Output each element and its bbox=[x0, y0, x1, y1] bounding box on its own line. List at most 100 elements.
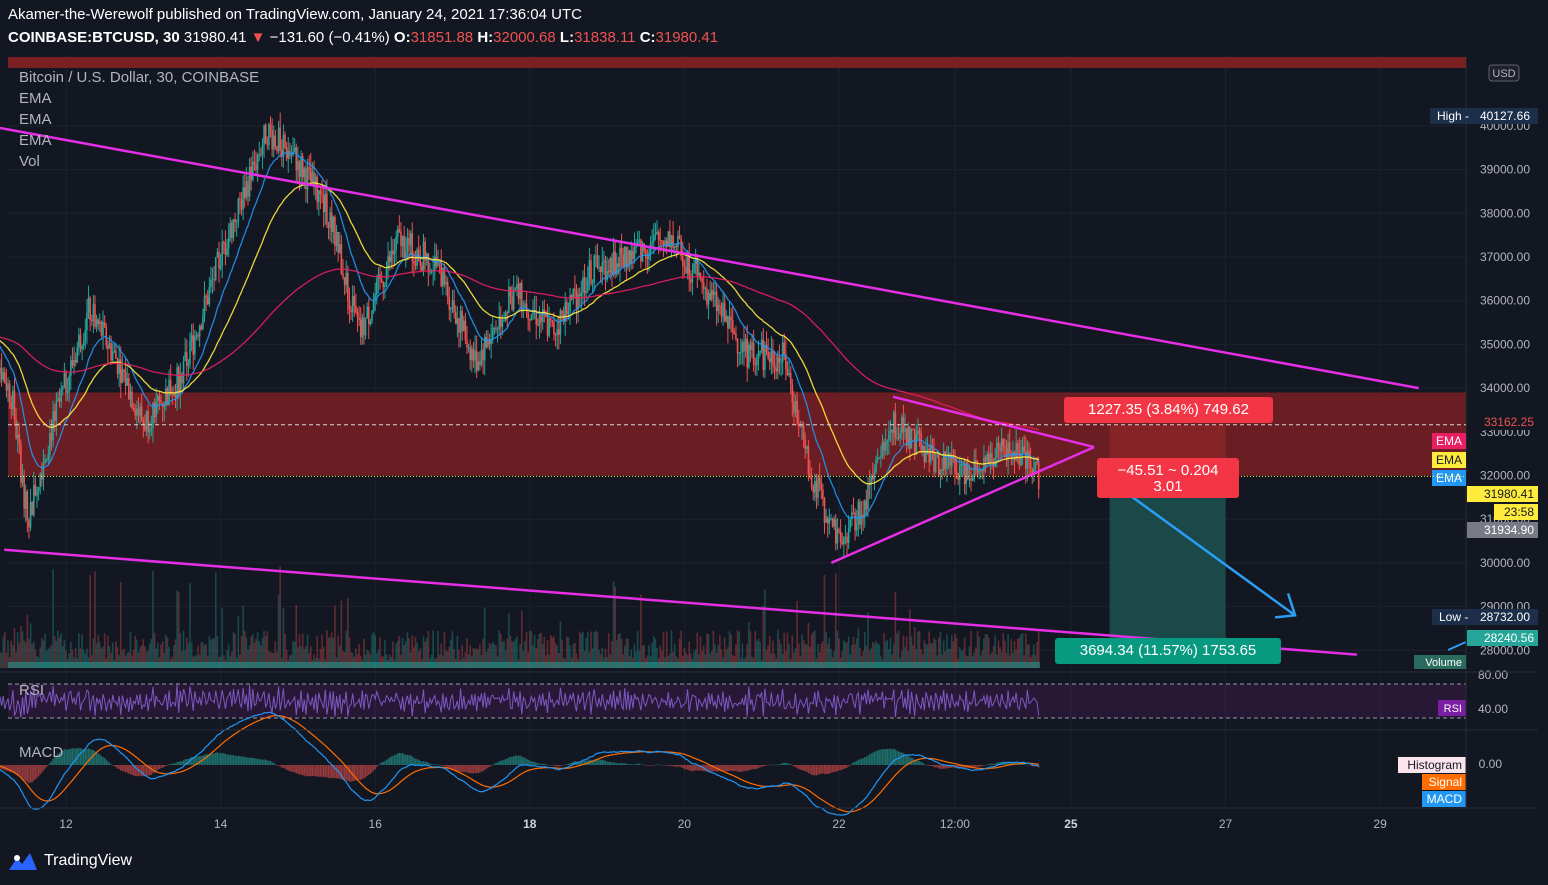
macd-histogram-bar bbox=[55, 755, 58, 765]
projection-arrow[interactable] bbox=[1132, 496, 1467, 651]
candle-body bbox=[849, 519, 852, 528]
macd-histogram-bar bbox=[752, 765, 755, 770]
candle-body bbox=[876, 458, 879, 461]
candle-body bbox=[549, 318, 552, 321]
volume-bar bbox=[955, 637, 958, 668]
volume-bar bbox=[0, 651, 1, 668]
macd-histogram-bar bbox=[851, 763, 853, 765]
macd-histogram-bar bbox=[70, 748, 72, 765]
macd-histogram-bar bbox=[182, 760, 185, 765]
macd-histogram-bar bbox=[541, 763, 544, 765]
candle-body bbox=[1029, 459, 1032, 469]
candle-body bbox=[437, 259, 439, 266]
volume-bar bbox=[269, 651, 272, 668]
legend-item: EMA bbox=[19, 90, 52, 107]
macd-histogram-bar bbox=[946, 765, 948, 769]
macd-histogram-bar bbox=[830, 765, 832, 773]
volume-bar bbox=[295, 604, 298, 668]
candle-body bbox=[954, 458, 956, 472]
volume-bar bbox=[872, 642, 874, 668]
candle-body bbox=[116, 358, 119, 374]
volume-bar bbox=[738, 631, 740, 668]
volume-bar bbox=[34, 649, 37, 668]
candle-body bbox=[524, 303, 526, 309]
macd-histogram-bar bbox=[785, 762, 787, 765]
candle-body bbox=[355, 305, 357, 313]
volume-bar bbox=[500, 633, 502, 668]
volume-bar bbox=[469, 644, 472, 668]
candle-body bbox=[226, 248, 228, 256]
candle-body bbox=[190, 335, 193, 341]
candle-body bbox=[659, 239, 662, 241]
candle-body bbox=[777, 356, 779, 372]
volume-bar bbox=[954, 633, 956, 668]
macd-histogram-bar bbox=[617, 763, 620, 765]
macd-histogram-bar bbox=[704, 765, 707, 772]
candle-body bbox=[825, 517, 827, 523]
position-target-zone[interactable] bbox=[1109, 475, 1226, 640]
candle-body bbox=[361, 317, 364, 338]
candle-body bbox=[413, 260, 415, 264]
macd-histogram-bar bbox=[339, 765, 341, 779]
trendlines[interactable] bbox=[0, 126, 1419, 656]
macd-histogram-bar bbox=[595, 758, 597, 765]
candle-body bbox=[139, 406, 141, 416]
macd-histogram-bar bbox=[561, 765, 563, 766]
candle-body bbox=[928, 448, 930, 462]
volume-bar bbox=[627, 638, 629, 668]
macd-histogram-bar bbox=[408, 755, 410, 765]
candle-body bbox=[709, 292, 711, 300]
macd-histogram-bar bbox=[305, 765, 307, 777]
macd-histogram-bar bbox=[332, 765, 335, 778]
macd-histogram-bar bbox=[467, 765, 470, 773]
volume-bar bbox=[852, 636, 855, 668]
volume-bar bbox=[548, 654, 550, 668]
volume-bar bbox=[261, 637, 264, 668]
candle-body bbox=[958, 464, 961, 480]
candle-body bbox=[662, 240, 665, 246]
candle-body bbox=[756, 359, 758, 366]
macd-histogram-bar bbox=[994, 763, 996, 765]
macd-histogram-bar bbox=[287, 765, 289, 771]
legend-title: Bitcoin / U.S. Dollar, 30, COINBASE bbox=[19, 69, 259, 86]
macd-histogram-bar bbox=[493, 763, 496, 765]
macd-histogram-bar bbox=[706, 765, 708, 772]
brand-name: TradingView bbox=[44, 852, 133, 869]
candle-body bbox=[543, 309, 546, 315]
macd-histogram-bar bbox=[74, 748, 77, 765]
candle-body bbox=[936, 454, 939, 458]
candle-body bbox=[271, 130, 273, 150]
macd-histogram-bar bbox=[41, 765, 43, 773]
volume-bar bbox=[733, 655, 736, 668]
macd-histogram-bar bbox=[229, 754, 231, 765]
macd-histogram-bar bbox=[316, 765, 318, 777]
volume-bar bbox=[81, 634, 83, 668]
candle-body bbox=[427, 253, 430, 273]
macd-histogram-bar bbox=[269, 760, 272, 765]
symbol-name[interactable]: COINBASE:BTCUSD, 30 bbox=[8, 29, 180, 46]
rsi-label: RSI bbox=[19, 682, 44, 699]
macd-histogram-bar bbox=[419, 760, 421, 765]
volume-bar bbox=[300, 646, 302, 668]
candle-body bbox=[723, 302, 726, 321]
macd-histogram-bar bbox=[422, 761, 425, 765]
volume-bar bbox=[569, 645, 571, 668]
volume-bar bbox=[474, 649, 476, 668]
candle-body bbox=[767, 352, 769, 359]
volume-baseline bbox=[8, 662, 1040, 668]
volume-bar bbox=[643, 645, 645, 668]
volume-tag-bg bbox=[1414, 655, 1466, 669]
volume-bar bbox=[931, 643, 934, 668]
candle-body bbox=[293, 147, 296, 152]
volume-bar bbox=[234, 633, 236, 668]
macd-histogram-bar bbox=[463, 765, 465, 772]
volume-bar bbox=[213, 638, 215, 668]
macd-histogram-bar bbox=[62, 750, 64, 765]
volume-bar bbox=[31, 643, 33, 668]
macd-histogram-bar bbox=[424, 761, 426, 765]
macd-histogram-bar bbox=[939, 765, 942, 769]
candle-body bbox=[256, 154, 259, 170]
candle-body bbox=[960, 464, 963, 466]
macd-histogram-bar bbox=[913, 759, 916, 765]
